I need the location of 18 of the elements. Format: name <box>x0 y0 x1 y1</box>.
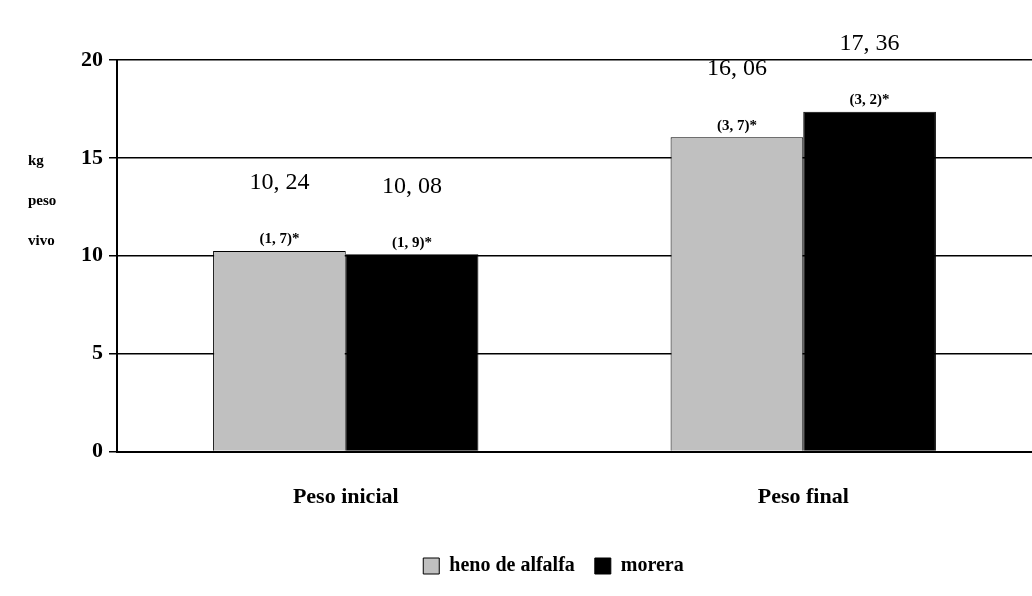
annotation: (3, 7)* <box>716 116 757 134</box>
text: kg peso vivo <box>28 152 57 248</box>
data-label: 17, 36 <box>839 28 900 55</box>
x-tick-label: Peso inicial <box>292 483 399 509</box>
legend-label: morera <box>620 553 684 576</box>
data-label: 10, 24 <box>249 168 310 195</box>
legend-label: heno de alfalfa <box>449 553 575 576</box>
annotation: (1, 7)* <box>259 230 300 248</box>
y-tick-label: 15 <box>81 143 103 169</box>
y-tick-label: 20 <box>81 45 103 71</box>
y-tick-label: 10 <box>81 241 103 267</box>
y-tick-label: 5 <box>92 339 103 365</box>
x-tick-label: Peso final <box>757 483 849 509</box>
data-label: 10, 08 <box>382 171 443 198</box>
annotation: (1, 9)* <box>392 233 433 251</box>
annotation: (3, 2)* <box>849 91 890 109</box>
data-label: 16, 06 <box>706 54 767 81</box>
y-tick-label: 0 <box>92 437 103 463</box>
